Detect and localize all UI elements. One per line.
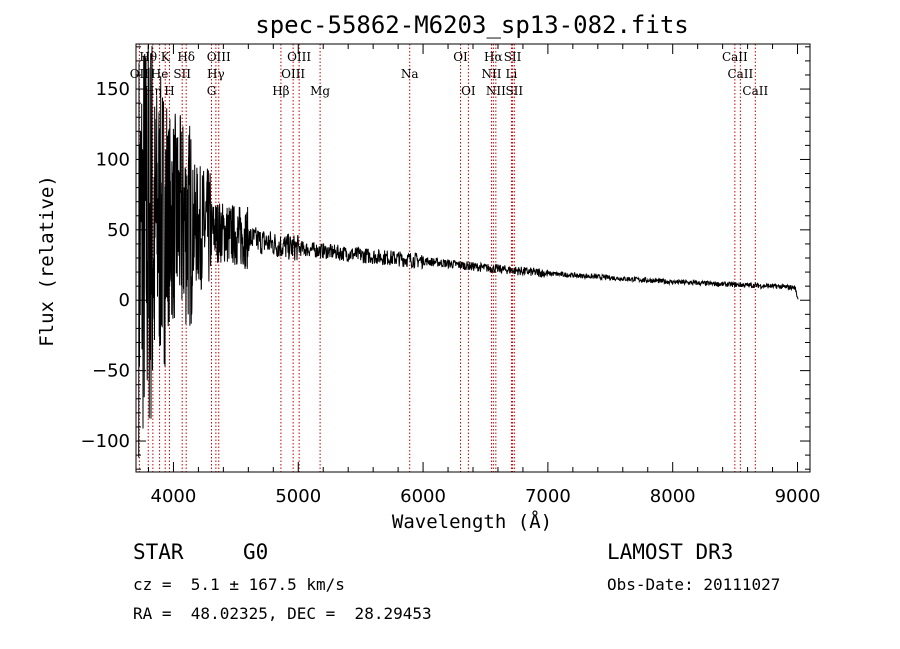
y-tick-label: 100 [96, 149, 130, 170]
line-label: OIII [287, 50, 311, 64]
object-subclass: G0 [243, 540, 269, 564]
line-label: CaII [727, 67, 753, 81]
object-class: STAR [133, 540, 184, 564]
spectrum-trace [138, 45, 799, 458]
line-label: K [161, 50, 171, 64]
x-axis: 4000 5000 6000 7000 8000 9000 [147, 44, 821, 507]
y-axis-label: Flux (relative) [36, 175, 58, 347]
line-label: Mg [310, 84, 330, 98]
line-label: SII [173, 67, 191, 81]
line-label: Hα [484, 50, 503, 64]
line-label: SII [504, 50, 522, 64]
line-label: Hβ [272, 84, 289, 98]
line-label: G [207, 84, 217, 98]
y-tick-label: 150 [96, 79, 130, 100]
survey-name: LAMOST DR3 [607, 540, 734, 564]
x-tick-label: 4000 [151, 486, 197, 507]
y-tick-label: 0 [119, 290, 130, 311]
x-tick-label: 5000 [275, 486, 321, 507]
line-label: Li [506, 67, 518, 81]
line-label: CaII [722, 50, 748, 64]
x-axis-label: Wavelength (Å) [392, 510, 552, 533]
line-label: He [151, 67, 169, 81]
chart-title: spec-55862-M6203_sp13-082.fits [255, 11, 688, 39]
line-label: Na [401, 67, 419, 81]
y-tick-label: −50 [92, 361, 130, 382]
y-tick-label: −100 [81, 431, 130, 452]
line-label: NII [486, 84, 506, 98]
x-tick-label: 6000 [400, 486, 446, 507]
line-label: Hδ [177, 50, 195, 64]
line-label: CaII [742, 84, 768, 98]
line-label: SII [505, 84, 523, 98]
line-label: H [164, 84, 174, 98]
line-label: Hγ [207, 67, 225, 81]
line-label: OIII [207, 50, 231, 64]
x-tick-label: 9000 [775, 486, 821, 507]
line-label: OIII [281, 67, 305, 81]
observation-date: Obs-Date: 20111027 [607, 575, 781, 594]
line-label: OI [453, 50, 468, 64]
redshift-readout: cz = 5.1 ± 167.5 km/s [133, 575, 345, 594]
sky-coordinates: RA = 48.02325, DEC = 28.29453 [133, 604, 432, 623]
y-tick-label: 50 [107, 220, 130, 241]
x-tick-label: 8000 [650, 486, 696, 507]
line-label: NII [481, 67, 501, 81]
y-axis: 150 100 50 0 −50 −100 [81, 46, 810, 470]
line-label: OI [461, 84, 476, 98]
x-tick-label: 7000 [525, 486, 571, 507]
